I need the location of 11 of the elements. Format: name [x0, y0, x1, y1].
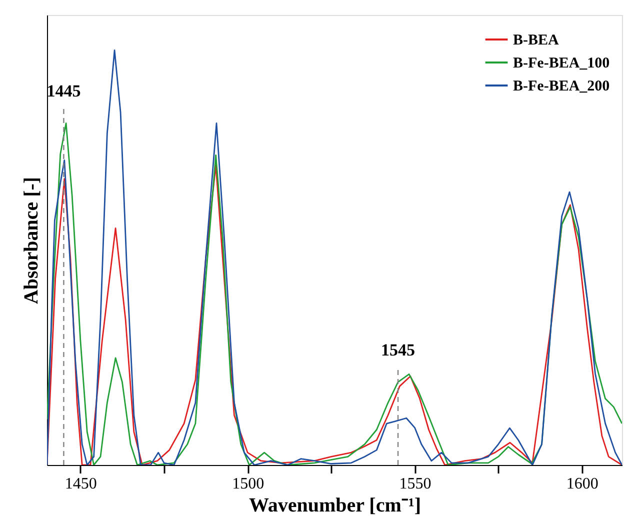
ref-line-label: 1545: [381, 340, 416, 360]
ref-line-label: 1445: [46, 82, 81, 101]
x-axis-title: Wavenumber [cm⁻¹]: [248, 494, 422, 516]
x-tick-label: 1500: [232, 476, 264, 492]
legend-label: B-Fe-BEA_200: [513, 78, 610, 94]
x-tick-label: 1450: [64, 476, 97, 492]
legend-label: B-Fe-BEA_100: [513, 56, 610, 72]
legend-label: B-BEA: [513, 32, 560, 48]
x-tick-label: 1550: [399, 476, 432, 492]
x-tick-label: 1600: [566, 476, 598, 492]
y-axis-title: Absorbance [-]: [20, 176, 42, 304]
